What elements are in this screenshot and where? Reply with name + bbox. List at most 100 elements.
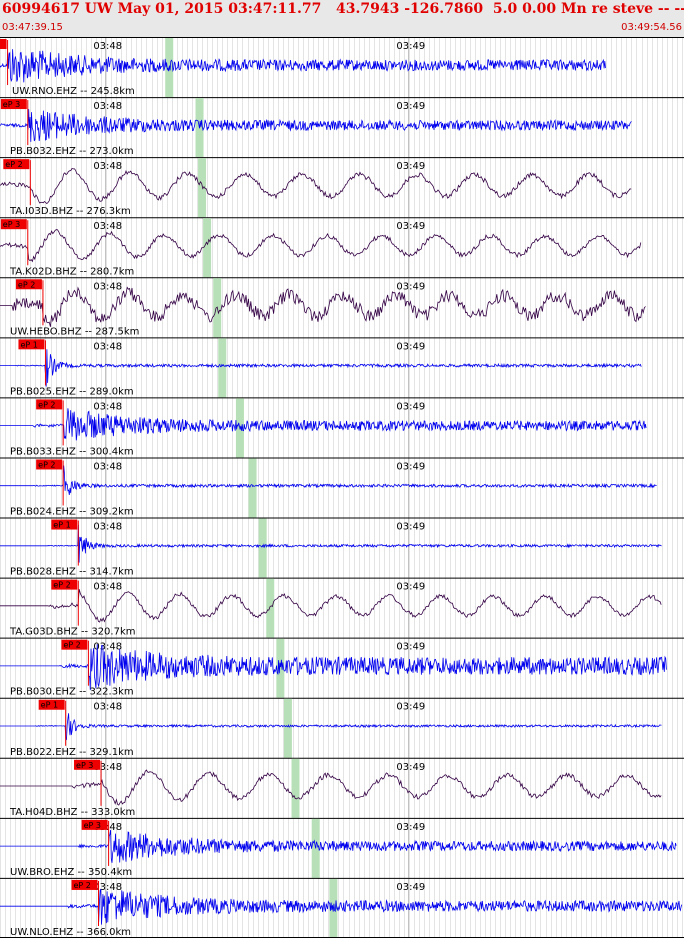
waveform <box>0 524 662 563</box>
pick-tag <box>0 39 7 49</box>
tick-label: 03:48 <box>93 461 122 472</box>
pick-tag <box>81 819 108 830</box>
pick-label: eP 2 <box>63 641 80 650</box>
tick-label: 03:49 <box>396 161 425 172</box>
waveform <box>0 286 646 327</box>
station-label: PB.B033.EHZ -- 300.4km <box>10 446 134 457</box>
waveform <box>0 109 632 142</box>
tick-label: 03:49 <box>396 221 425 232</box>
pick-tag <box>61 639 88 650</box>
pick-tag <box>0 99 27 110</box>
trace-row: 03:48 03:49 eP 2 UW.NLO.EHZ -- 366.0km <box>0 877 684 938</box>
trace-row: 03:48 03:49 eP 1 PB.B025.EHZ -- 289.0km <box>0 337 684 398</box>
pick-label: eP 1 <box>41 701 58 710</box>
tick-label: 03:49 <box>396 401 425 412</box>
tick-label: 03:48 <box>93 401 122 412</box>
tick-label: 03:49 <box>396 882 425 893</box>
phase-marker <box>248 458 257 518</box>
waveform <box>0 769 662 806</box>
station-label: TA.I03D.BHZ -- 276.3km <box>9 206 131 217</box>
pick-tag <box>71 879 98 890</box>
trace-row: 03:48 03:49 eP 1 PB.B028.EHZ -- 314.7km <box>0 517 684 578</box>
station-label: PB.B032.EHZ -- 273.0km <box>10 146 134 157</box>
pick-tag <box>51 579 78 590</box>
phase-marker <box>266 578 275 638</box>
trace-row: 03:48 03:49 eP 2 PB.B030.EHZ -- 322.3km <box>0 637 684 698</box>
pick-tag <box>0 219 27 230</box>
tick-label: 03:49 <box>396 522 425 533</box>
trace-row: 03:48 03:49 eP 2 PB.B024.EHZ -- 309.2km <box>0 457 684 518</box>
tick-label: 03:48 <box>93 522 122 533</box>
tick-label: 03:49 <box>396 702 425 713</box>
pick-tag <box>74 759 101 770</box>
tick-label: 03:48 <box>93 582 122 593</box>
tick-label: 03:49 <box>396 642 425 653</box>
station-label: TA.H04D.BHZ -- 333.0km <box>9 807 135 818</box>
station-label: TA.G03D.BHZ -- 320.7km <box>9 627 136 638</box>
tick-label: 03:48 <box>93 822 122 833</box>
station-label: UW.RNO.EHZ -- 245.8km <box>12 86 135 97</box>
station-label: PB.B025.EHZ -- 289.0km <box>10 386 134 397</box>
phase-marker <box>218 338 227 398</box>
station-label: UW.BRO.EHZ -- 350.4km <box>10 867 132 878</box>
tick-label: 03:48 <box>93 702 122 713</box>
waveform <box>0 888 683 925</box>
waveform <box>0 713 662 741</box>
tick-label: 03:49 <box>396 582 425 593</box>
pick-label: eP 3 <box>3 100 20 109</box>
pick-label: eP 3 <box>3 220 20 229</box>
pick-tag <box>38 699 65 710</box>
trace-row: 03:48 03:49 eP 3 PB.B032.EHZ -- 273.0km <box>0 97 684 158</box>
phase-marker <box>276 638 285 698</box>
waveform <box>0 349 642 387</box>
pick-label: eP 3 <box>76 761 93 770</box>
trace-row: 03:48 03:49 eP 3 TA.H04D.BHZ -- 333.0km <box>0 757 684 818</box>
station-label: PB.B030.EHZ -- 322.3km <box>10 687 134 698</box>
station-label: PB.B022.EHZ -- 329.1km <box>10 747 134 758</box>
station-label: TA.K02D.BHZ -- 280.7km <box>9 266 134 277</box>
start-time: 03:47:39.15 <box>2 22 63 33</box>
tick-label: 03:48 <box>93 882 122 893</box>
time-grid <box>0 37 683 938</box>
pick-tag <box>3 159 30 170</box>
waveform <box>0 408 647 441</box>
tick-label: 03:48 <box>93 101 122 112</box>
event-title: 60994617 UW May 01, 2015 03:47:11.77 43.… <box>2 1 684 17</box>
tick-label: 03:48 <box>93 41 122 52</box>
header-bar: 60994617 UW May 01, 2015 03:47:11.77 43.… <box>0 0 684 37</box>
pick-label: eP 1 <box>53 521 70 530</box>
pick-label: eP 1 <box>20 340 37 349</box>
waveform <box>0 589 662 623</box>
waveform <box>0 644 667 691</box>
pick-tag <box>18 339 45 350</box>
station-label: UW.HEBO.BHZ -- 287.5km <box>10 326 139 337</box>
trace-row: 03:48 03:49 eP 3 UW.BRO.EHZ -- 350.4km <box>0 817 684 878</box>
phase-marker <box>198 158 207 218</box>
station-label: PB.B028.EHZ -- 314.7km <box>10 567 134 578</box>
station-label: UW.NLO.EHZ -- 366.0km <box>10 927 131 938</box>
end-time: 03:49:54.56 <box>621 22 682 33</box>
tick-label: 03:48 <box>93 161 122 172</box>
phase-marker <box>283 698 292 758</box>
tick-label: 03:49 <box>396 101 425 112</box>
pick-label: eP 2 <box>5 160 22 169</box>
trace-row: 03:48 03:49 eP 2 UW.HEBO.BHZ -- 287.5km <box>0 277 684 338</box>
pick-label: eP 2 <box>53 581 70 590</box>
tick-label: 03:48 <box>93 762 122 773</box>
pick-tag <box>36 459 63 470</box>
tick-label: 03:49 <box>396 461 425 472</box>
trace-row: 03:48 03:49 eP 2 TA.I03D.BHZ -- 276.3km <box>0 157 684 218</box>
tick-label: 03:48 <box>93 221 122 232</box>
waveform <box>0 229 642 263</box>
pick-tag <box>15 279 42 290</box>
pick-label: eP 2 <box>38 460 55 469</box>
tick-label: 03:48 <box>93 281 122 292</box>
waveform <box>0 168 632 205</box>
tick-label: 03:49 <box>396 281 425 292</box>
waveform <box>0 49 606 83</box>
tick-label: 03:49 <box>396 762 425 773</box>
phase-marker <box>291 758 300 818</box>
tick-label: 03:48 <box>93 642 122 653</box>
